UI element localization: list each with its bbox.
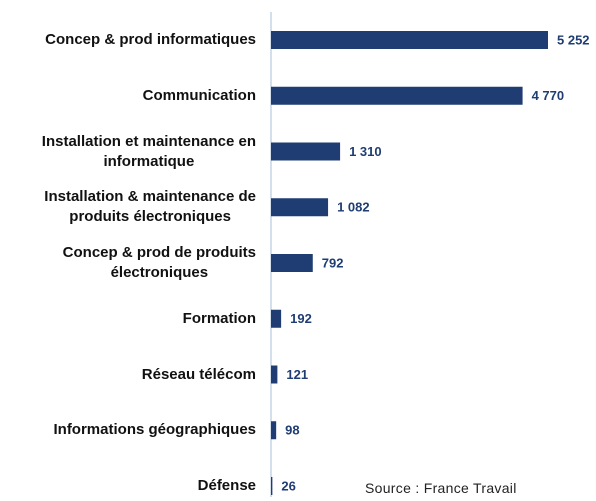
bar bbox=[271, 477, 273, 495]
category-label: Réseau télécom bbox=[141, 365, 256, 383]
category-label: Formation bbox=[182, 309, 256, 327]
category-label: Concep & prod informatiques bbox=[45, 31, 256, 48]
value-label: 121 bbox=[286, 367, 308, 382]
value-label: 4 770 bbox=[532, 88, 565, 103]
value-label: 192 bbox=[290, 311, 312, 326]
bar bbox=[271, 254, 313, 272]
value-label: 98 bbox=[285, 423, 299, 438]
category-label: Concep & prod de produits électroniques bbox=[62, 244, 256, 281]
category-label: Défense bbox=[197, 477, 256, 494]
category-label: Installation & maintenance de produits é… bbox=[44, 188, 256, 226]
value-label: 792 bbox=[322, 255, 344, 270]
category-label: Informations géographiques bbox=[53, 421, 256, 439]
bar bbox=[271, 31, 548, 49]
category-label: Communication bbox=[142, 86, 256, 104]
bar bbox=[271, 86, 523, 105]
value-label: 1 082 bbox=[337, 200, 370, 215]
value-label: 5 252 bbox=[557, 32, 590, 47]
bar bbox=[271, 142, 341, 161]
source-note: Source : France Travail bbox=[365, 480, 517, 496]
bar bbox=[271, 309, 282, 328]
bar bbox=[271, 365, 278, 384]
bar bbox=[271, 198, 329, 217]
category-label: Installation et maintenance en informati… bbox=[41, 132, 256, 170]
value-label: 26 bbox=[281, 478, 295, 493]
bar bbox=[271, 421, 277, 440]
value-label: 1 310 bbox=[349, 144, 382, 159]
